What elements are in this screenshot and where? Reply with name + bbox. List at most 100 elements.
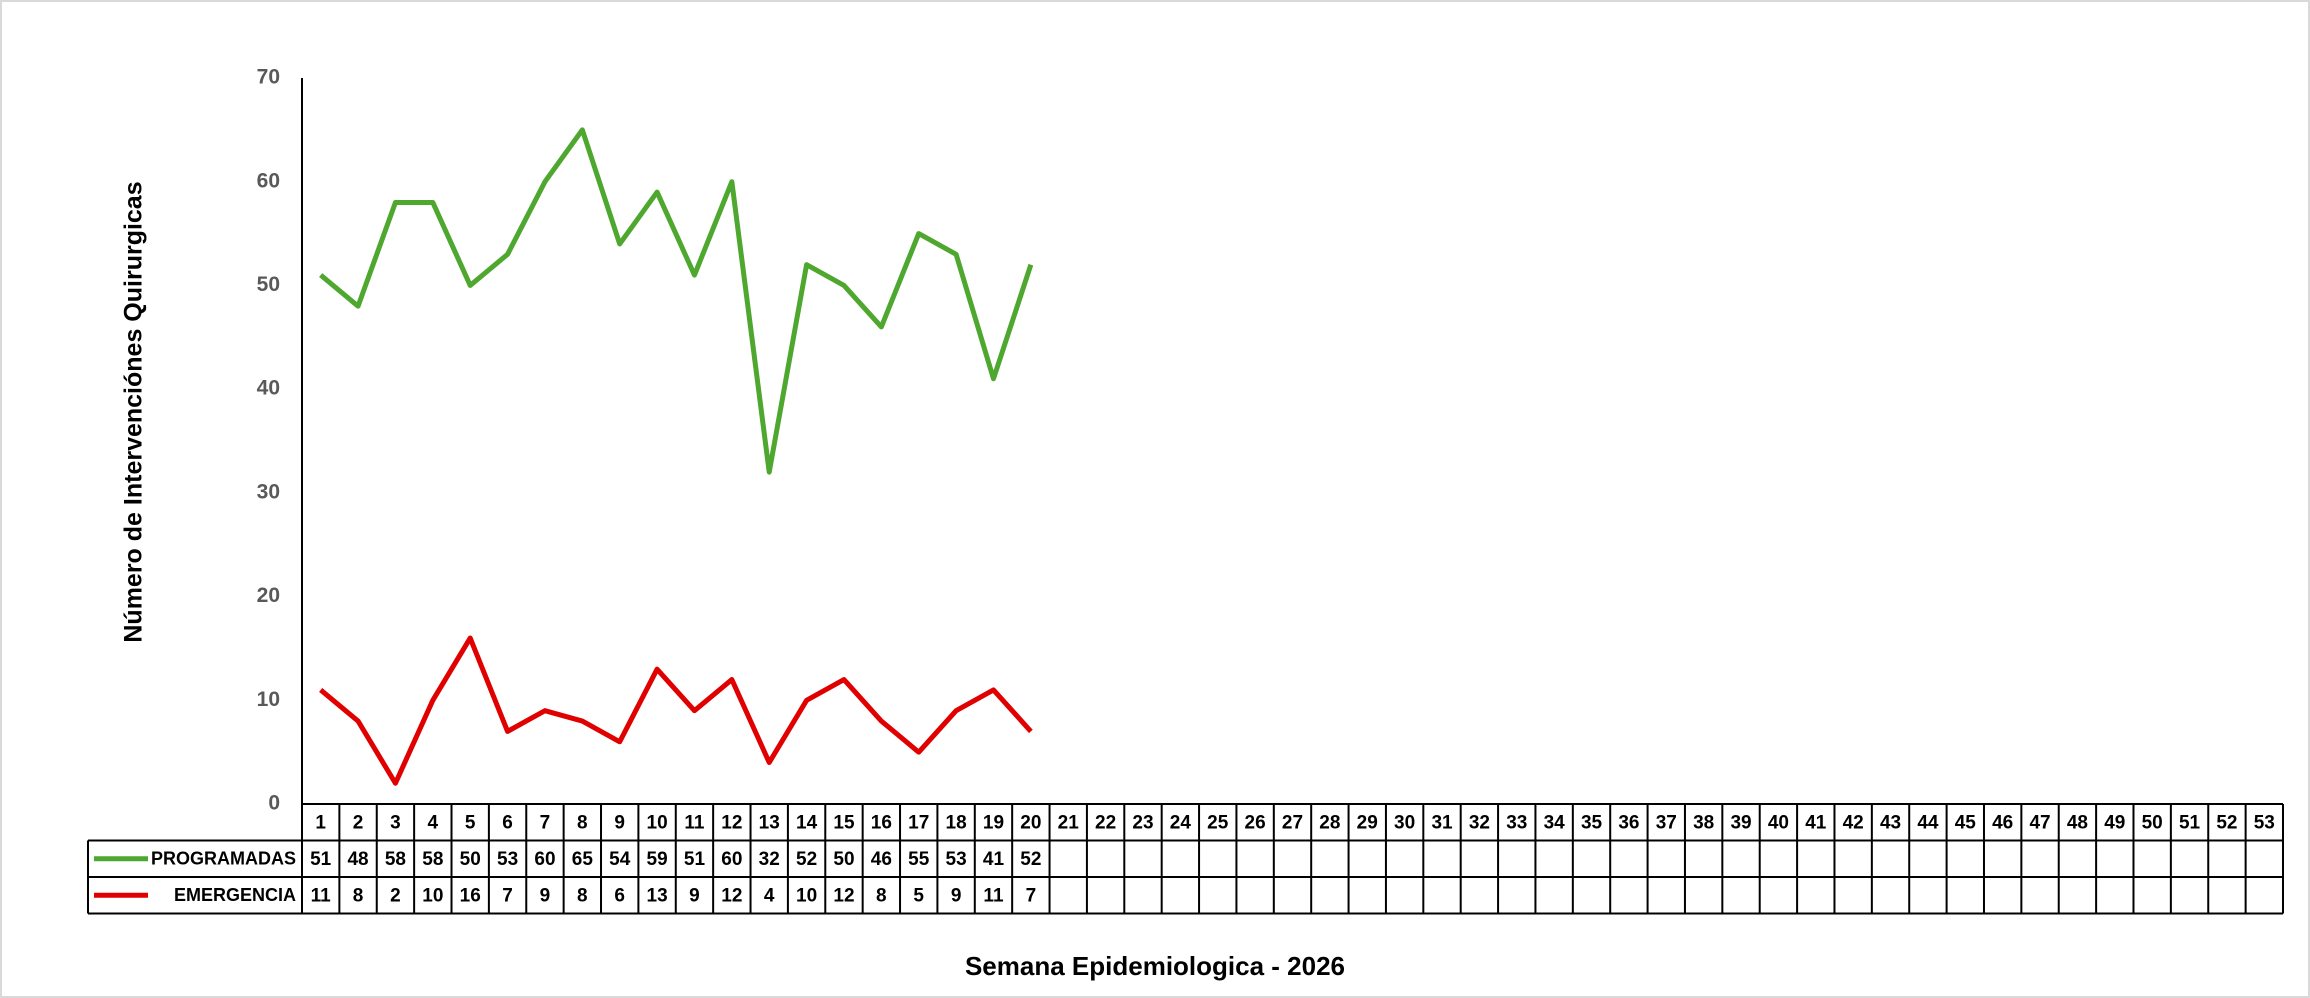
- x-tick-label: 10: [647, 812, 668, 833]
- x-tick-label: 50: [2142, 812, 2163, 833]
- table-value: 46: [871, 849, 892, 870]
- legend-label: EMERGENCIA: [174, 885, 296, 905]
- x-tick-label: 12: [721, 812, 742, 833]
- table-value: 32: [759, 849, 780, 870]
- y-tick-label: 0: [268, 792, 280, 815]
- table-value: 60: [721, 849, 742, 870]
- y-tick-label: 20: [257, 584, 280, 607]
- x-tick-label: 44: [1917, 812, 1939, 833]
- table-value: 60: [534, 849, 555, 870]
- x-tick-label: 48: [2067, 812, 2088, 833]
- table-value: 59: [647, 849, 668, 870]
- x-tick-label: 28: [1319, 812, 1340, 833]
- y-tick-label: 30: [257, 480, 280, 503]
- x-tick-label: 23: [1132, 812, 1153, 833]
- table-value: 53: [946, 849, 967, 870]
- x-tick-label: 6: [502, 812, 513, 833]
- y-tick-label: 60: [257, 169, 280, 192]
- x-tick-label: 26: [1245, 812, 1266, 833]
- x-tick-label: 43: [1880, 812, 1901, 833]
- x-tick-label: 14: [796, 812, 818, 833]
- table-value: 13: [647, 885, 668, 906]
- table-value: 53: [497, 849, 518, 870]
- x-tick-label: 7: [540, 812, 551, 833]
- table-value: 2: [390, 885, 401, 906]
- table-value: 58: [422, 849, 443, 870]
- legend-label: PROGRAMADAS: [151, 849, 296, 869]
- x-tick-label: 45: [1955, 812, 1977, 833]
- y-axis-title: Número de Intervenciónes Quirurgicas: [120, 181, 148, 642]
- x-tick-label: 47: [2029, 812, 2050, 833]
- table-value: 5: [913, 885, 924, 906]
- table-value: 7: [502, 885, 513, 906]
- x-tick-label: 18: [946, 812, 967, 833]
- y-tick-label: 10: [257, 688, 280, 711]
- x-tick-label: 35: [1581, 812, 1603, 833]
- x-tick-label: 9: [614, 812, 625, 833]
- table-value: 12: [721, 885, 742, 906]
- x-tick-label: 2: [353, 812, 364, 833]
- table-value: 12: [833, 885, 854, 906]
- x-tick-label: 51: [2179, 812, 2201, 833]
- table-value: 55: [908, 849, 930, 870]
- table-value: 52: [1020, 849, 1041, 870]
- series-line: [319, 635, 1033, 786]
- x-tick-label: 49: [2104, 812, 2125, 833]
- x-tick-label: 21: [1058, 812, 1080, 833]
- x-tick-label: 31: [1431, 812, 1453, 833]
- x-tick-label: 53: [2254, 812, 2275, 833]
- x-tick-label: 36: [1618, 812, 1639, 833]
- x-tick-label: 41: [1805, 812, 1827, 833]
- x-tick-label: 37: [1656, 812, 1677, 833]
- x-axis-title: Semana Epidemiologica - 2026: [965, 951, 1345, 981]
- table-value: 9: [540, 885, 551, 906]
- table-value: 52: [796, 849, 817, 870]
- x-tick-label: 5: [465, 812, 476, 833]
- table-value: 11: [983, 885, 1004, 906]
- table-value: 9: [951, 885, 962, 906]
- x-tick-label: 46: [1992, 812, 2013, 833]
- x-tick-label: 25: [1207, 812, 1229, 833]
- table-value: 9: [689, 885, 700, 906]
- x-tick-label: 15: [833, 812, 855, 833]
- y-tick-label: 70: [257, 66, 280, 89]
- y-tick-label: 50: [257, 273, 280, 296]
- table-value: 8: [876, 885, 887, 906]
- x-tick-label: 3: [390, 812, 401, 833]
- x-tick-label: 8: [577, 812, 588, 833]
- table-value: 6: [614, 885, 625, 906]
- y-tick-label: 40: [257, 377, 280, 400]
- x-tick-label: 42: [1843, 812, 1864, 833]
- x-tick-label: 32: [1469, 812, 1490, 833]
- table-value: 10: [422, 885, 443, 906]
- table-value: 65: [572, 849, 594, 870]
- table-value: 50: [460, 849, 481, 870]
- table-value: 7: [1026, 885, 1037, 906]
- x-tick-label: 17: [908, 812, 929, 833]
- x-tick-label: 4: [428, 812, 439, 833]
- table-value: 11: [311, 885, 332, 906]
- series-line: [319, 127, 1034, 475]
- table-value: 8: [353, 885, 364, 906]
- x-tick-label: 52: [2216, 812, 2237, 833]
- x-tick-label: 27: [1282, 812, 1303, 833]
- table-value: 41: [983, 849, 1005, 870]
- table-value: 10: [796, 885, 817, 906]
- x-tick-label: 20: [1020, 812, 1041, 833]
- table-value: 51: [684, 849, 706, 870]
- x-tick-label: 13: [759, 812, 780, 833]
- x-tick-label: 40: [1768, 812, 1789, 833]
- table-value: 16: [460, 885, 481, 906]
- x-tick-label: 1: [315, 812, 326, 833]
- table-value: 51: [310, 849, 332, 870]
- table-value: 8: [577, 885, 588, 906]
- table-value: 4: [764, 885, 775, 906]
- x-tick-label: 22: [1095, 812, 1116, 833]
- table-value: 54: [609, 849, 631, 870]
- x-tick-label: 34: [1544, 812, 1566, 833]
- table-value: 58: [385, 849, 406, 870]
- table-value: 48: [347, 849, 368, 870]
